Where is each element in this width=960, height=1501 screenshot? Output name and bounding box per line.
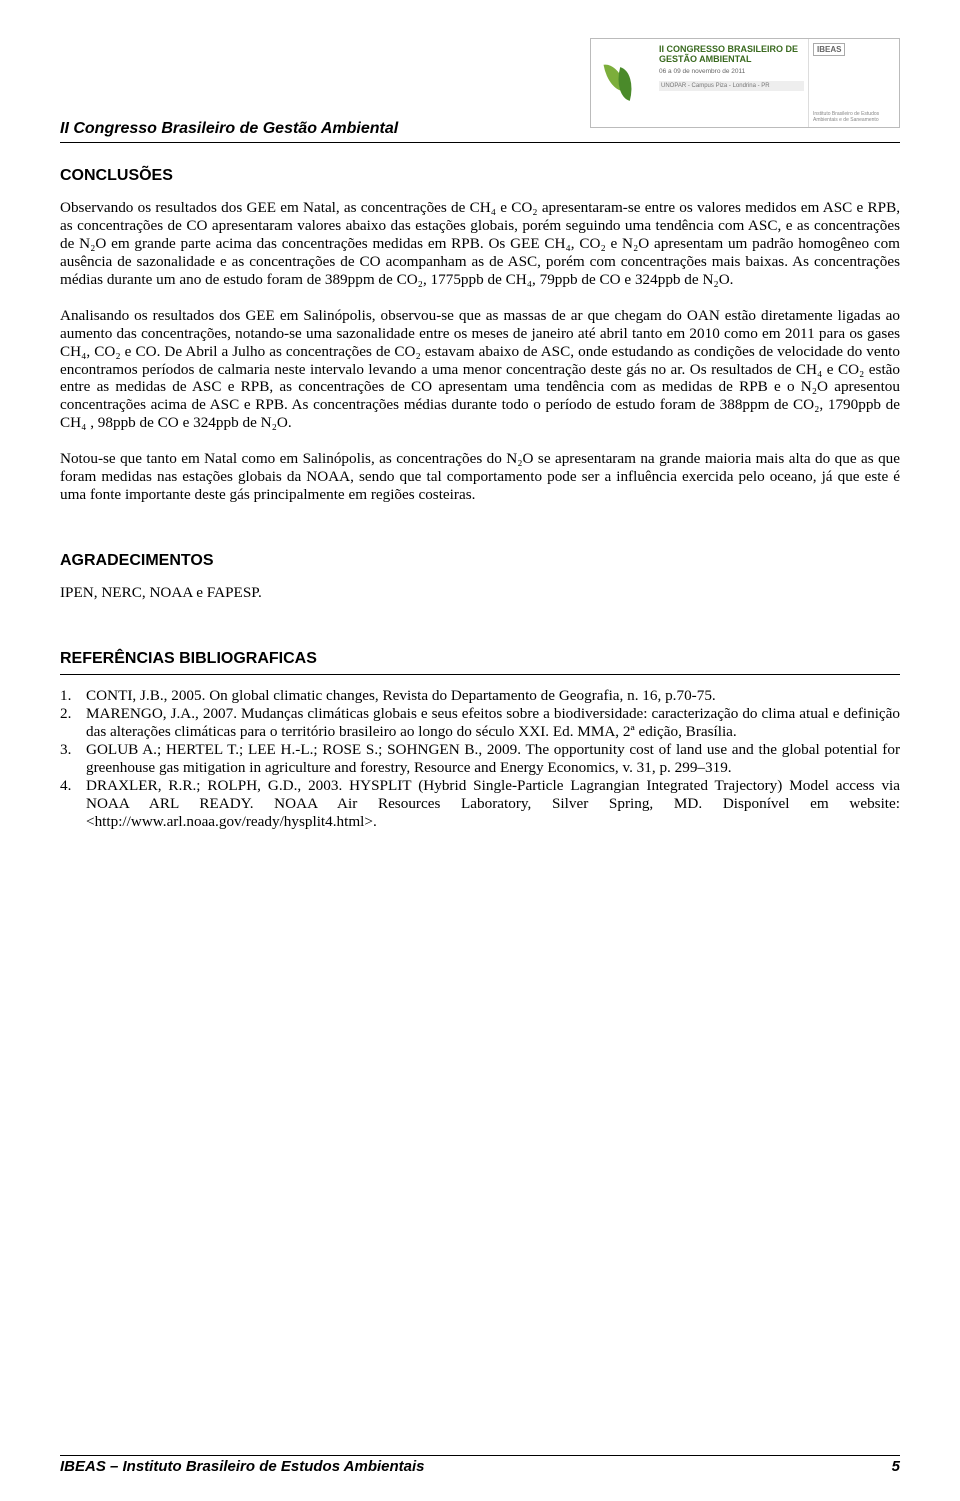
reference-text: CONTI, J.B., 2005. On global climatic ch… xyxy=(86,687,900,705)
footer-rule xyxy=(60,1455,900,1456)
reference-text: DRAXLER, R.R.; ROLPH, G.D., 2003. HYSPLI… xyxy=(86,777,900,831)
ibeas-logo: IBEAS xyxy=(813,43,845,56)
page: II Congresso Brasileiro de Gestão Ambien… xyxy=(0,0,960,831)
references-rule xyxy=(60,674,900,675)
banner-right: IBEAS Instituto Brasileiro de Estudos Am… xyxy=(809,39,899,127)
page-footer: IBEAS – Instituto Brasileiro de Estudos … xyxy=(60,1455,900,1475)
reference-item: 3. GOLUB A.; HERTEL T.; LEE H.-L.; ROSE … xyxy=(60,741,900,777)
banner-center: II CONGRESSO BRASILEIRO DE GESTÃO AMBIEN… xyxy=(655,39,809,127)
reference-text: MARENGO, J.A., 2007. Mudanças climáticas… xyxy=(86,705,900,741)
banner-location: UNOPAR - Campus Piza - Londrina - PR xyxy=(659,81,804,91)
conclusoes-para-3: Notou-se que tanto em Natal como em Sali… xyxy=(60,450,900,504)
reference-number: 3. xyxy=(60,741,86,777)
section-title-referencias: REFERÊNCIAS BIBLIOGRAFICAS xyxy=(60,650,900,668)
reference-number: 2. xyxy=(60,705,86,741)
header-rule xyxy=(60,142,900,143)
reference-item: 4. DRAXLER, R.R.; ROLPH, G.D., 2003. HYS… xyxy=(60,777,900,831)
references-list: 1. CONTI, J.B., 2005. On global climatic… xyxy=(60,687,900,831)
page-header: II Congresso Brasileiro de Gestão Ambien… xyxy=(60,48,900,138)
banner-dates: 06 a 09 de novembro de 2011 xyxy=(659,68,804,75)
running-title: II Congresso Brasileiro de Gestão Ambien… xyxy=(60,120,398,138)
section-title-agradecimentos: AGRADECIMENTOS xyxy=(60,552,900,570)
leaf-icon xyxy=(606,59,640,107)
section-title-conclusoes: CONCLUSÕES xyxy=(60,167,900,185)
reference-item: 2. MARENGO, J.A., 2007. Mudanças climáti… xyxy=(60,705,900,741)
conclusoes-para-1: Observando os resultados dos GEE em Nata… xyxy=(60,199,900,289)
reference-number: 4. xyxy=(60,777,86,831)
reference-number: 1. xyxy=(60,687,86,705)
banner-title: II CONGRESSO BRASILEIRO DE GESTÃO AMBIEN… xyxy=(659,45,804,65)
banner-logo xyxy=(591,39,655,127)
reference-text: GOLUB A.; HERTEL T.; LEE H.-L.; ROSE S.;… xyxy=(86,741,900,777)
reference-item: 1. CONTI, J.B., 2005. On global climatic… xyxy=(60,687,900,705)
ibeas-subtitle: Instituto Brasileiro de Estudos Ambienta… xyxy=(813,111,895,123)
conclusoes-para-2: Analisando os resultados dos GEE em Sali… xyxy=(60,307,900,433)
agradecimentos-para: IPEN, NERC, NOAA e FAPESP. xyxy=(60,584,900,602)
footer-text: IBEAS – Instituto Brasileiro de Estudos … xyxy=(60,1458,425,1475)
footer-page-number: 5 xyxy=(892,1458,900,1475)
conference-banner: II CONGRESSO BRASILEIRO DE GESTÃO AMBIEN… xyxy=(590,38,900,128)
